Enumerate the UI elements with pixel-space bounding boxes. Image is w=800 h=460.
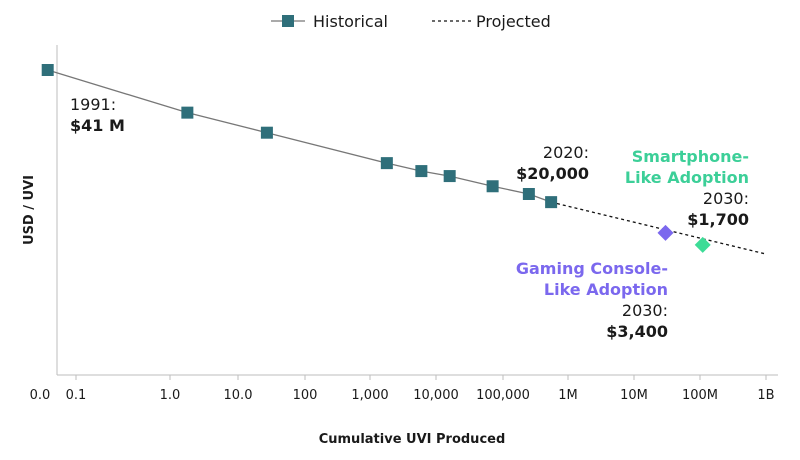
x-tick-label: 1B bbox=[757, 388, 774, 403]
x-tick-label: 0.0 bbox=[30, 388, 51, 403]
ann-smartphone-line: 2030: bbox=[703, 189, 749, 208]
historical-line bbox=[47, 69, 552, 203]
historical-marker bbox=[380, 157, 393, 170]
historical-marker bbox=[522, 187, 535, 200]
x-tick-label: 100 bbox=[293, 388, 318, 403]
x-tick-label: 10.0 bbox=[224, 388, 253, 403]
ann-console-line: Like Adoption bbox=[544, 280, 668, 299]
x-tick-label: 1.0 bbox=[160, 388, 181, 403]
historical-marker bbox=[486, 180, 499, 193]
projected-line bbox=[550, 201, 767, 255]
x-tick-label: 0.1 bbox=[66, 388, 87, 403]
legend-historical-label: Historical bbox=[313, 12, 388, 31]
y-axis-title: USD / UVI bbox=[22, 175, 37, 245]
ann-smartphone-line: $1,700 bbox=[687, 210, 749, 229]
ann-1991-line: 1991: bbox=[70, 95, 116, 114]
historical-marker bbox=[41, 64, 54, 76]
historical-marker bbox=[181, 106, 194, 119]
x-tick-label: 1M bbox=[558, 388, 578, 403]
historical-marker bbox=[260, 126, 273, 139]
x-tick-label: 10M bbox=[620, 388, 648, 403]
legend-historical-marker bbox=[282, 15, 294, 27]
x-tick-label: 100M bbox=[682, 388, 718, 403]
ann-smartphone-line: Smartphone- bbox=[632, 147, 749, 166]
historical-marker bbox=[415, 165, 428, 178]
smartphone-scenario-marker bbox=[694, 236, 711, 253]
ann-2020-line: $20,000 bbox=[516, 164, 589, 183]
x-tick-label: 1,000 bbox=[351, 388, 388, 403]
console-scenario-marker bbox=[657, 224, 674, 241]
ann-1991-line: $41 M bbox=[70, 116, 125, 135]
x-axis-title: Cumulative UVI Produced bbox=[319, 432, 506, 447]
historical-marker bbox=[545, 196, 558, 209]
ann-2020-line: 2020: bbox=[543, 143, 589, 162]
ann-console-line: $3,400 bbox=[606, 322, 668, 341]
legend-projected-label: Projected bbox=[476, 12, 551, 31]
ann-console-line: Gaming Console- bbox=[516, 259, 668, 278]
ann-smartphone-line: Like Adoption bbox=[625, 168, 749, 187]
x-tick-label: 10,000 bbox=[413, 388, 459, 403]
historical-marker bbox=[443, 170, 456, 183]
ann-console-line: 2030: bbox=[622, 301, 668, 320]
x-tick-label: 100,000 bbox=[476, 388, 530, 403]
